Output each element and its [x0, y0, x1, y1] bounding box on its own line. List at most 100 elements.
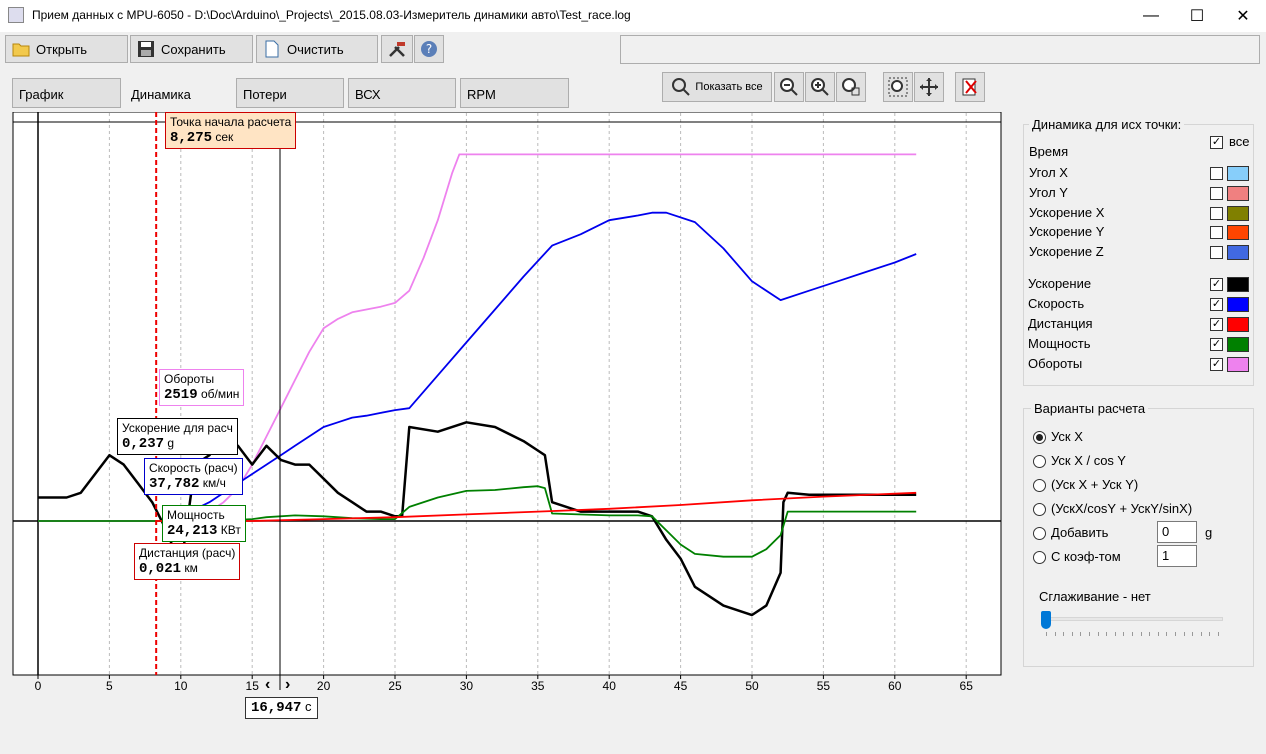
slider-tick: [1192, 632, 1194, 636]
start-point-title: Точка начала расчета: [170, 115, 292, 129]
slider-tick: [1166, 632, 1168, 636]
x-axis-ticks: 0 5 10 15 20 25 30 35 40 45 50 55 60 65: [35, 675, 973, 693]
variant-radio[interactable]: [1033, 455, 1046, 468]
accel-label-value: 0,237: [122, 436, 165, 452]
sensor-checkbox[interactable]: [1210, 246, 1223, 260]
variant-radio[interactable]: [1033, 479, 1046, 492]
calc-color-swatch[interactable]: [1227, 357, 1249, 372]
all-label: все: [1229, 134, 1250, 149]
tab-losses[interactable]: Потери: [236, 78, 344, 108]
calc-checkbox[interactable]: ✓: [1210, 278, 1223, 291]
distance-label: Дистанция (расч) 0,021 км: [134, 543, 241, 580]
pan-button[interactable]: [914, 72, 944, 102]
calc-checkbox[interactable]: ✓: [1210, 298, 1223, 311]
tab-graph[interactable]: График: [12, 78, 121, 108]
sensor-checkbox[interactable]: [1210, 226, 1223, 240]
tab-rpm[interactable]: RPM: [460, 78, 569, 108]
calc-checkbox[interactable]: ✓: [1210, 338, 1223, 351]
sensor-label: Ускорение Y: [1029, 224, 1105, 240]
calc-checkbox[interactable]: ✓: [1210, 358, 1223, 371]
open-button[interactable]: Открыть: [5, 35, 128, 63]
all-checkbox[interactable]: ✓: [1210, 136, 1223, 149]
cursor-right-arrow[interactable]: ›: [285, 676, 291, 693]
sensor-color-swatch[interactable]: [1227, 225, 1249, 241]
app-icon: [8, 7, 24, 23]
accel-label: Ускорение для расч 0,237 g: [117, 418, 238, 455]
sensor-checkbox[interactable]: [1210, 186, 1223, 200]
variant-radio[interactable]: [1033, 527, 1046, 540]
zoom-in-button[interactable]: [805, 72, 835, 102]
save-button[interactable]: Сохранить: [130, 35, 253, 63]
speed-label: Скорость (расч) 37,782 км/ч: [144, 458, 243, 495]
slider-tick: [1140, 632, 1142, 636]
window-title: Прием данных с MPU-6050 - D:\Doc\Arduino…: [32, 8, 631, 22]
slider-tick: [1123, 632, 1125, 636]
power-label: Мощность 24,213 КВт: [162, 505, 246, 542]
accel-label-unit: g: [167, 436, 175, 450]
slider-tick: [1157, 632, 1159, 636]
show-all-button[interactable]: Показать все: [662, 72, 772, 102]
x-tick-label: 35: [531, 679, 545, 693]
settings-button[interactable]: [381, 35, 413, 63]
sensor-label: Угол Y: [1029, 184, 1068, 200]
clear-marks-button[interactable]: [955, 72, 985, 102]
maximize-button[interactable]: ☐: [1189, 8, 1205, 25]
coef-input[interactable]: 1: [1157, 545, 1197, 567]
close-button[interactable]: ✕: [1236, 8, 1250, 25]
variant-radio[interactable]: [1033, 431, 1046, 444]
smoothing-label: Сглаживание - нет: [1039, 589, 1151, 604]
calc-color-swatch[interactable]: [1227, 337, 1249, 352]
help-button[interactable]: ?: [414, 35, 444, 63]
calc-color-swatch[interactable]: [1227, 317, 1249, 332]
calc-checkbox[interactable]: ✓: [1210, 318, 1223, 331]
show-all-label: Показать все: [695, 81, 763, 93]
floppy-icon: [138, 41, 154, 57]
speed-label-title: Скорость (расч): [149, 461, 238, 475]
series-line: [159, 211, 917, 522]
folder-icon: [12, 43, 30, 57]
smoothing-track[interactable]: [1041, 617, 1223, 621]
slider-tick: [1054, 632, 1056, 636]
sensor-color-swatch[interactable]: [1227, 205, 1249, 221]
sensor-label: Ускорение X: [1029, 204, 1105, 220]
calc-label: Мощность: [1028, 336, 1091, 351]
variant-radio[interactable]: [1033, 503, 1046, 516]
sensor-color-swatch[interactable]: [1227, 166, 1249, 181]
cursor-time-box: 16,947 с: [245, 697, 318, 719]
series-line: [38, 485, 917, 558]
variant-label: Уск X / cos Y: [1051, 453, 1126, 468]
calc-label: Скорость: [1028, 296, 1085, 311]
start-point-value: 8,275: [170, 130, 213, 146]
x-tick-label: 40: [603, 679, 617, 693]
zoom-fit-button[interactable]: [836, 72, 866, 102]
slider-tick: [1071, 632, 1073, 636]
sensor-color-swatch[interactable]: [1227, 185, 1249, 201]
zoom-region-button[interactable]: [883, 72, 913, 102]
distance-label-unit: км: [184, 561, 198, 575]
distance-label-value: 0,021: [139, 561, 182, 577]
tab-vsh[interactable]: ВСХ: [348, 78, 456, 108]
sensor-checkbox[interactable]: [1210, 167, 1223, 180]
minimize-button[interactable]: —: [1143, 7, 1159, 24]
add-value-input[interactable]: 0: [1157, 521, 1197, 543]
smoothing-slider[interactable]: [1041, 611, 1051, 629]
clear-button[interactable]: Очистить: [256, 35, 378, 63]
tab-dynamics[interactable]: Динамика: [124, 78, 233, 108]
variants-group-title: Варианты расчета: [1031, 401, 1149, 416]
zoom-in-icon: [811, 78, 829, 96]
x-tick-label: 5: [106, 679, 113, 693]
sensor-color-swatch[interactable]: [1227, 245, 1249, 261]
zoom-out-button[interactable]: [774, 72, 804, 102]
cursor-left-arrow[interactable]: ‹: [265, 676, 271, 693]
variant-label: (Уск X + Уск Y): [1051, 477, 1139, 492]
move-icon: [920, 78, 938, 96]
calc-label: Дистанция: [1028, 316, 1093, 331]
sensor-checkbox[interactable]: [1210, 206, 1223, 220]
calc-color-swatch[interactable]: [1227, 277, 1249, 292]
slider-tick: [1114, 632, 1116, 636]
calc-color-swatch[interactable]: [1227, 297, 1249, 312]
x-tick-label: 20: [317, 679, 331, 693]
variant-radio[interactable]: [1033, 551, 1046, 564]
zoom-out-icon: [780, 78, 798, 96]
add-unit-label: g: [1205, 525, 1213, 540]
